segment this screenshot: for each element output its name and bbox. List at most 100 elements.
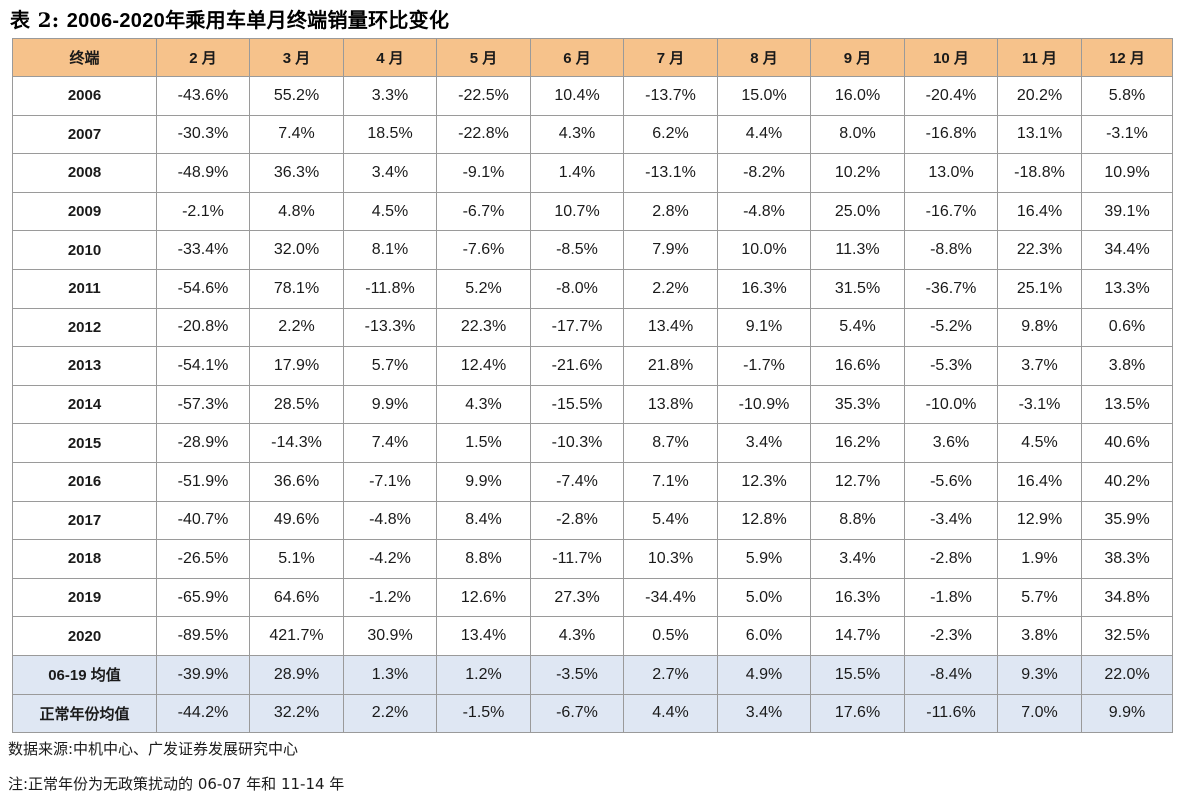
column-header-month: 3 月: [249, 38, 344, 77]
table-cell: 7.0%: [997, 693, 1082, 734]
table-cell: -6.7%: [530, 693, 624, 734]
table-cell: 22.0%: [1081, 654, 1173, 695]
table-cell: -7.6%: [436, 230, 531, 270]
table-cell: 16.6%: [810, 346, 905, 386]
table-cell: -8.4%: [904, 654, 998, 695]
table-cell: 12.9%: [997, 500, 1082, 541]
table-cell: -20.8%: [156, 307, 250, 348]
table-cell: 3.4%: [343, 153, 437, 193]
table-cell: 5.0%: [717, 577, 811, 618]
table-cell: 34.8%: [1081, 577, 1173, 618]
table-cell: 12.4%: [436, 346, 531, 386]
table-cell: 5.4%: [810, 307, 905, 348]
table-cell: 13.4%: [436, 616, 531, 656]
table-cell: 16.3%: [717, 268, 811, 309]
table-cell: -1.7%: [717, 346, 811, 386]
table-cell: 16.3%: [810, 577, 905, 618]
table-cell: 7.4%: [343, 423, 437, 463]
table-cell: 40.2%: [1081, 461, 1173, 502]
table-cell: -2.3%: [904, 616, 998, 656]
table-cell: 6.0%: [717, 616, 811, 656]
table-cell: -36.7%: [904, 268, 998, 309]
table-cell: 1.5%: [436, 423, 531, 463]
table-cell: 12.3%: [717, 461, 811, 502]
table-cell: -10.0%: [904, 384, 998, 425]
table-cell: -3.1%: [1081, 114, 1173, 155]
row-label: 2007: [12, 114, 157, 155]
table-cell: -8.8%: [904, 230, 998, 270]
table-title-prefix: 表 2:: [10, 8, 60, 32]
table-cell: 3.4%: [810, 539, 905, 579]
table-cell: 3.4%: [717, 693, 811, 734]
table-cell: 39.1%: [1081, 191, 1173, 232]
row-label: 2015: [12, 423, 157, 463]
table-cell: 32.2%: [249, 693, 344, 734]
table-cell: 0.5%: [623, 616, 718, 656]
table-cell: 8.7%: [623, 423, 718, 463]
table-cell: 16.2%: [810, 423, 905, 463]
table-cell: -1.8%: [904, 577, 998, 618]
table-cell: 22.3%: [997, 230, 1082, 270]
table-cell: 36.6%: [249, 461, 344, 502]
table-row: 2006 -43.6% 55.2% 3.3% -22.5% 10.4% -13.7% 15.0…: [12, 76, 1173, 116]
table-cell: 31.5%: [810, 268, 905, 309]
table-cell: 4.9%: [717, 654, 811, 695]
table-cell: 17.9%: [249, 346, 344, 386]
row-label: 06-19 均值: [12, 654, 157, 695]
table-cell: 12.7%: [810, 461, 905, 502]
table-cell: -10.3%: [530, 423, 624, 463]
table-cell: 25.0%: [810, 191, 905, 232]
table-cell: 32.0%: [249, 230, 344, 270]
table-cell: 4.3%: [530, 114, 624, 155]
table-cell: 10.3%: [623, 539, 718, 579]
table-cell: 8.8%: [436, 539, 531, 579]
table-cell: 8.0%: [810, 114, 905, 155]
table-cell: -40.7%: [156, 500, 250, 541]
table-cell: 14.7%: [810, 616, 905, 656]
column-header-terminal: 终端: [12, 38, 157, 77]
table-cell: -5.2%: [904, 307, 998, 348]
table-cell: -65.9%: [156, 577, 250, 618]
table-cell: 27.3%: [530, 577, 624, 618]
table-cell: 13.8%: [623, 384, 718, 425]
table-cell: -8.0%: [530, 268, 624, 309]
table-cell: 9.9%: [1081, 693, 1173, 734]
row-label: 2016: [12, 461, 157, 502]
table-cell: -7.4%: [530, 461, 624, 502]
table-cell: 2.2%: [623, 268, 718, 309]
table-cell: 9.9%: [436, 461, 531, 502]
table-cell: 5.1%: [249, 539, 344, 579]
table-cell: 11.3%: [810, 230, 905, 270]
table-cell: 8.8%: [810, 500, 905, 541]
table-cell: 3.8%: [997, 616, 1082, 656]
table-cell: 21.8%: [623, 346, 718, 386]
table-cell: 4.3%: [436, 384, 531, 425]
table-cell: 5.8%: [1081, 76, 1173, 116]
table-cell: -8.2%: [717, 153, 811, 193]
table-cell: -20.4%: [904, 76, 998, 116]
table-cell: -54.1%: [156, 346, 250, 386]
column-header-month: 2 月: [156, 38, 250, 77]
table-cell: 7.4%: [249, 114, 344, 155]
table-cell: -15.5%: [530, 384, 624, 425]
summary-row: 06-19 均值 -39.9% 28.9% 1.3% 1.2% -3.5% 2.7% 4.9%…: [12, 654, 1173, 695]
table-cell: -18.8%: [997, 153, 1082, 193]
table-cell: -8.5%: [530, 230, 624, 270]
table-cell: 9.1%: [717, 307, 811, 348]
table-cell: 6.2%: [623, 114, 718, 155]
table-cell: 64.6%: [249, 577, 344, 618]
column-header-month: 12 月: [1081, 38, 1173, 77]
table-cell: 2.8%: [623, 191, 718, 232]
table-cell: 9.3%: [997, 654, 1082, 695]
table-cell: -3.1%: [997, 384, 1082, 425]
table-cell: 35.9%: [1081, 500, 1173, 541]
table-row: 2009 -2.1% 4.8% 4.5% -6.7% 10.7% 2.8% -4.8% 25.0…: [12, 191, 1173, 232]
table-row: 2018 -26.5% 5.1% -4.2% 8.8% -11.7% 10.3% 5.9% 3.…: [12, 539, 1173, 579]
table-cell: 55.2%: [249, 76, 344, 116]
table-cell: 4.5%: [343, 191, 437, 232]
table-row: 2013 -54.1% 17.9% 5.7% 12.4% -21.6% 21.8% -1.7%…: [12, 346, 1173, 386]
column-header-month: 7 月: [623, 38, 718, 77]
row-label: 2008: [12, 153, 157, 193]
